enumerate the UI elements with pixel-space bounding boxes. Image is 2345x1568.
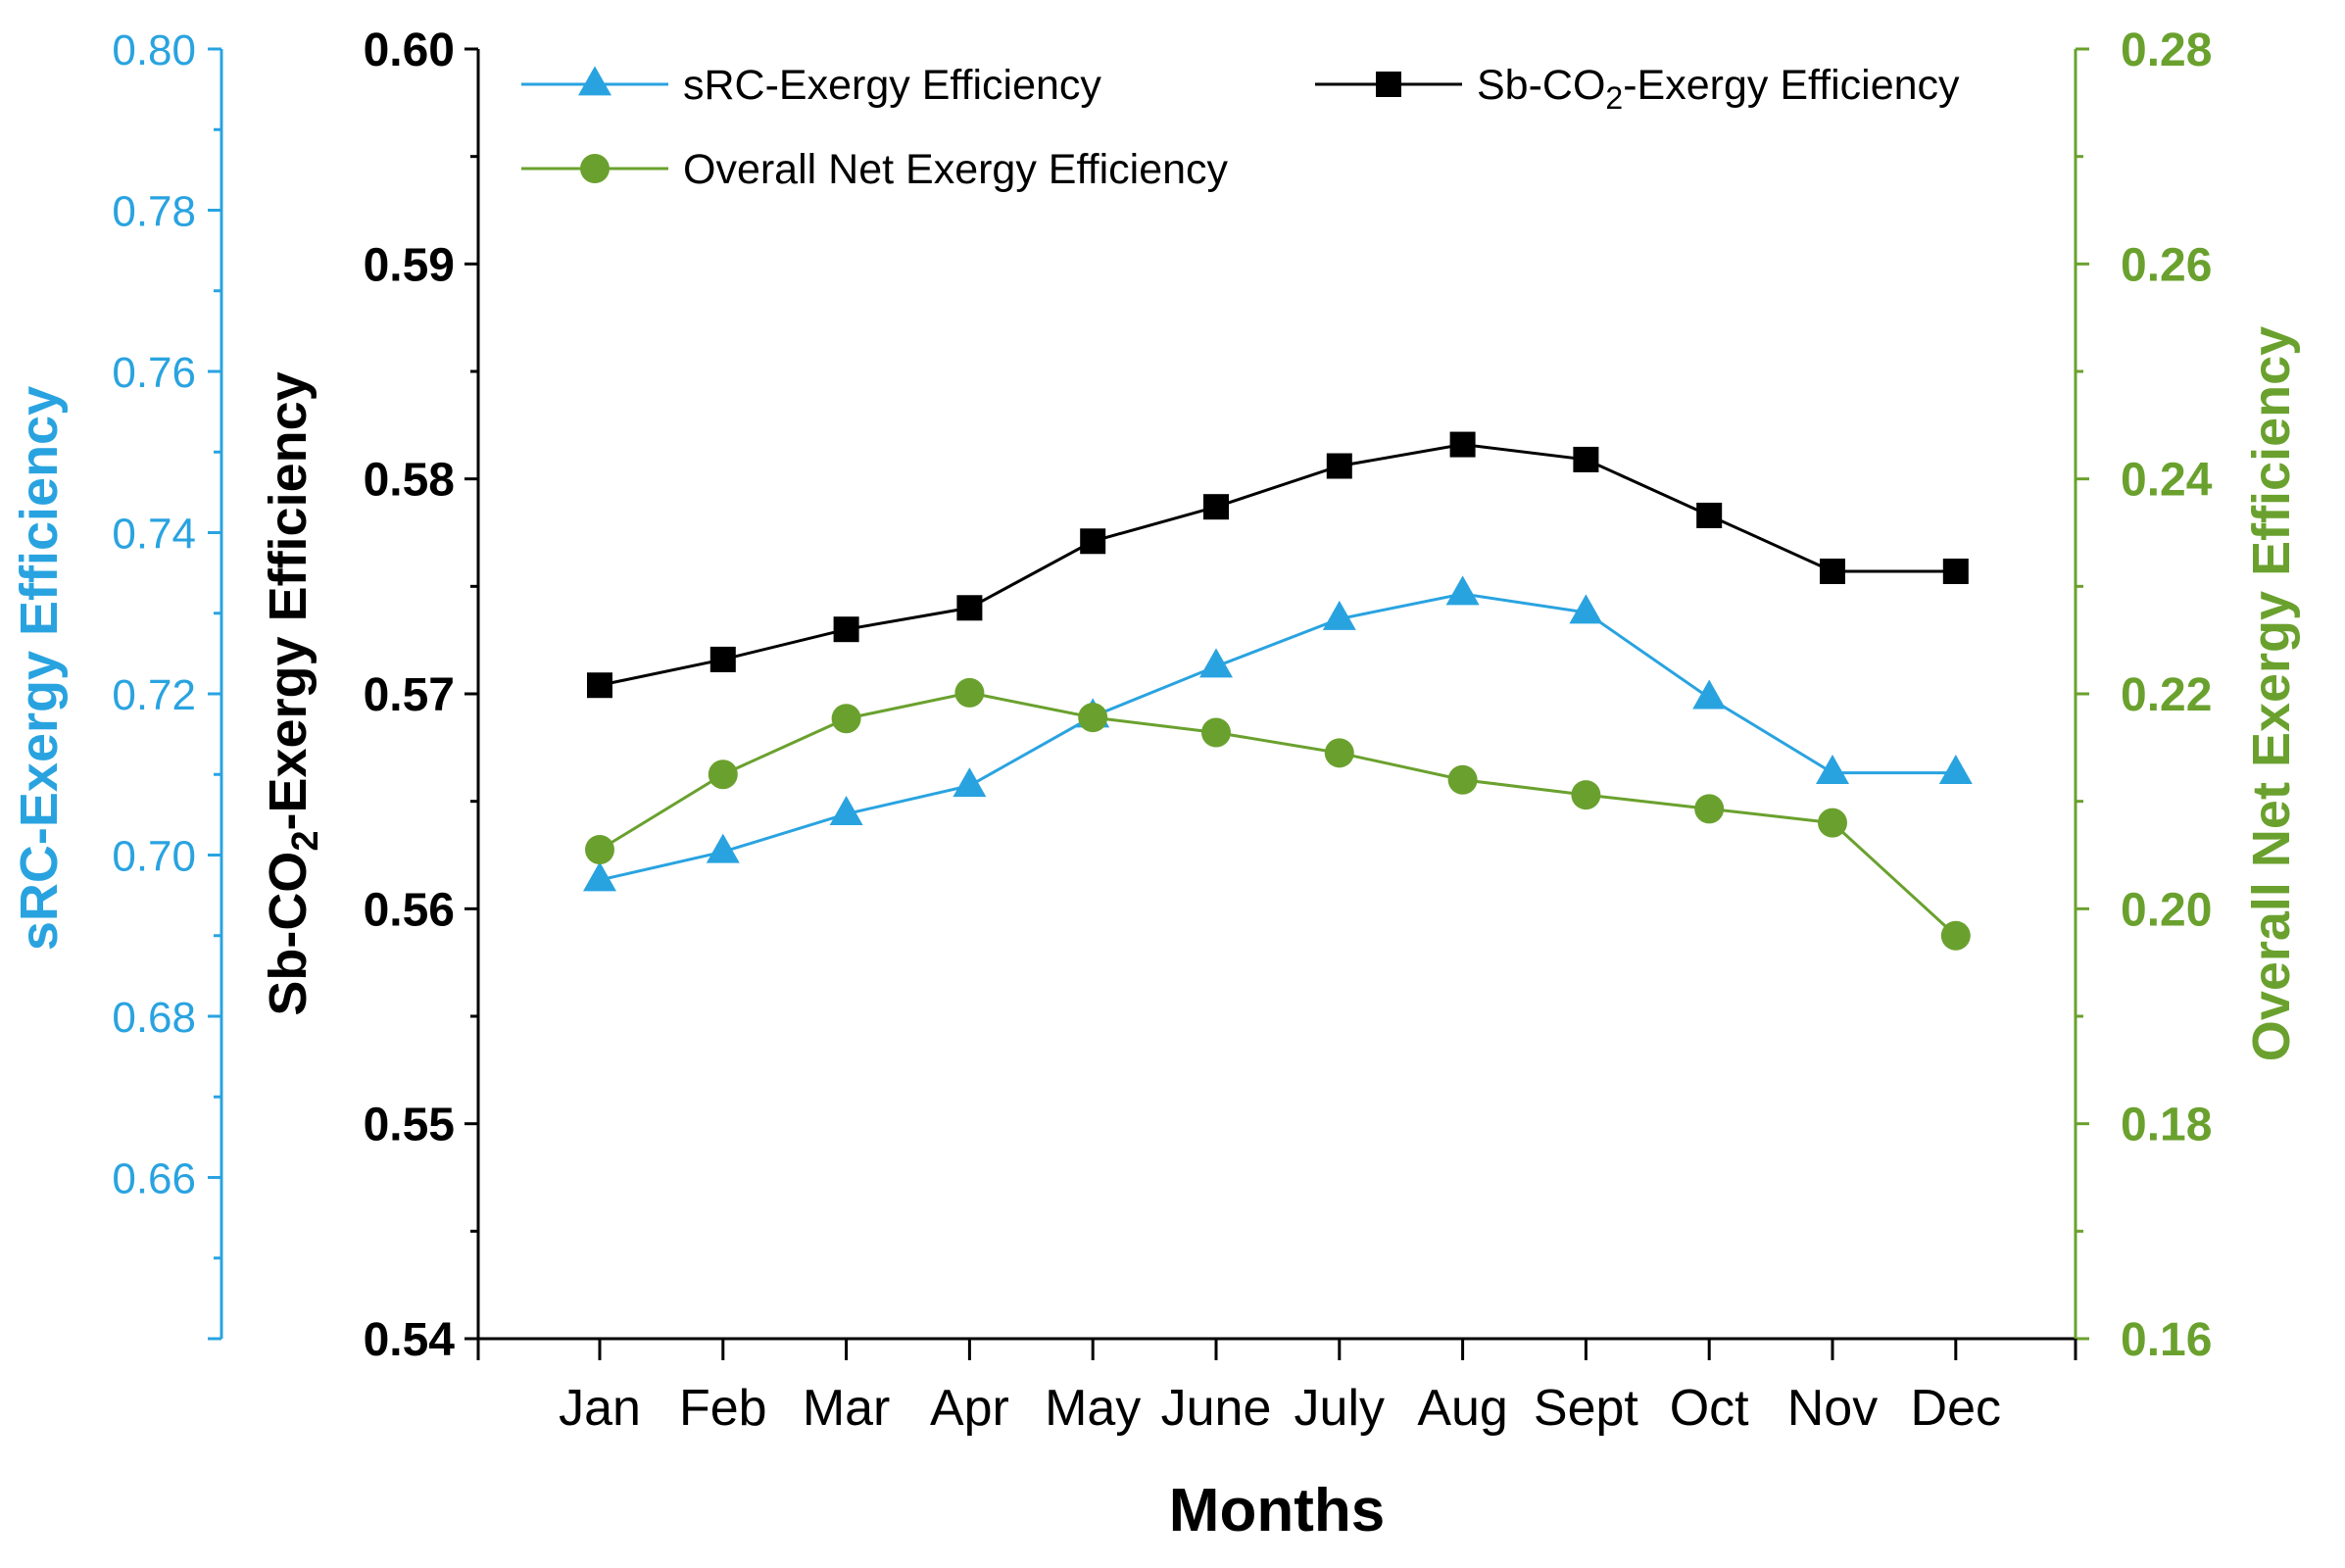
right-tick-label: 0.24 bbox=[2121, 455, 2213, 507]
data-point bbox=[587, 672, 612, 699]
legend-label: sRC-Exergy Efficiency bbox=[683, 62, 1101, 109]
x-tick-label: Aug bbox=[1417, 1380, 1508, 1437]
data-point bbox=[1449, 431, 1476, 458]
series-line bbox=[599, 592, 1956, 882]
legend-marker bbox=[580, 154, 610, 183]
outer-left-tick-label: 0.76 bbox=[112, 349, 196, 397]
data-point bbox=[1078, 703, 1108, 733]
data-point bbox=[1692, 679, 1727, 710]
x-tick-label: Apr bbox=[930, 1380, 1009, 1437]
data-point bbox=[1445, 575, 1480, 606]
data-point bbox=[709, 646, 736, 672]
legend-label: Overall Net Exergy Efficiency bbox=[683, 146, 1229, 193]
data-point bbox=[1696, 502, 1723, 528]
outer-left-tick-label: 0.78 bbox=[112, 188, 196, 236]
data-point bbox=[1942, 558, 1969, 584]
data-point bbox=[1569, 594, 1603, 624]
data-point bbox=[1820, 558, 1845, 584]
data-point bbox=[1203, 494, 1229, 520]
legend-label: Sb-CO2-Exergy Efficiency bbox=[1477, 62, 1960, 116]
outer-left-tick-label: 0.74 bbox=[112, 511, 196, 559]
data-point bbox=[953, 767, 987, 798]
data-point bbox=[1322, 600, 1356, 630]
outer-left-tick-label: 0.66 bbox=[112, 1155, 196, 1203]
outer-left-axis-title: sRC-Exergy Efficiency bbox=[10, 386, 69, 951]
x-tick-label: Nov bbox=[1787, 1380, 1878, 1437]
data-point bbox=[956, 595, 983, 621]
x-tick-label: June bbox=[1161, 1380, 1272, 1437]
x-tick-label: May bbox=[1045, 1380, 1141, 1437]
data-point bbox=[831, 704, 861, 734]
right-tick-label: 0.20 bbox=[2121, 884, 2212, 936]
data-point bbox=[1816, 755, 1849, 785]
inner-left-tick-label: 0.56 bbox=[364, 884, 455, 936]
data-point bbox=[708, 760, 738, 790]
data-point bbox=[1571, 780, 1601, 810]
right-tick-label: 0.16 bbox=[2121, 1314, 2212, 1366]
right-tick-label: 0.28 bbox=[2121, 24, 2212, 76]
data-point bbox=[583, 861, 616, 892]
outer-left-tick-label: 0.70 bbox=[112, 833, 196, 881]
data-point bbox=[1694, 794, 1725, 824]
inner-left-tick-label: 0.59 bbox=[364, 239, 455, 291]
data-point bbox=[1447, 764, 1478, 795]
inner-left-axis-title: Sb-CO2-Exergy Efficiency bbox=[259, 371, 326, 1015]
right-tick-label: 0.22 bbox=[2121, 669, 2212, 721]
x-tick-label: July bbox=[1295, 1380, 1385, 1437]
legend-marker bbox=[1376, 72, 1401, 97]
data-point bbox=[1199, 648, 1233, 678]
data-point bbox=[829, 795, 863, 825]
x-axis-title: Months bbox=[1169, 1477, 1385, 1544]
data-point bbox=[1324, 738, 1354, 768]
data-point bbox=[1080, 528, 1106, 555]
data-point bbox=[1201, 717, 1231, 748]
inner-left-tick-label: 0.54 bbox=[364, 1314, 456, 1366]
x-tick-label: Feb bbox=[679, 1380, 767, 1437]
outer-left-tick-label: 0.72 bbox=[112, 671, 196, 719]
x-tick-label: Dec bbox=[1911, 1380, 2001, 1437]
x-tick-label: Oct bbox=[1670, 1380, 1749, 1437]
series-group bbox=[583, 431, 1973, 951]
inner-left-tick-label: 0.55 bbox=[364, 1100, 455, 1152]
series-0 bbox=[583, 575, 1973, 892]
outer-left-tick-label: 0.68 bbox=[112, 994, 196, 1042]
data-point bbox=[833, 616, 859, 643]
data-point bbox=[706, 833, 740, 863]
legend-item-sbco2: Sb-CO2-Exergy Efficiency bbox=[1315, 62, 1960, 116]
right-tick-label: 0.18 bbox=[2121, 1100, 2212, 1152]
inner-left-tick-label: 0.60 bbox=[364, 24, 455, 76]
data-point bbox=[954, 677, 985, 708]
data-point bbox=[1818, 808, 1847, 838]
outer-left-tick-label: 0.80 bbox=[112, 26, 196, 74]
series-line bbox=[599, 443, 1956, 687]
inner-left-tick-label: 0.57 bbox=[364, 669, 455, 721]
x-tick-label: Mar bbox=[803, 1380, 891, 1437]
data-point bbox=[1938, 755, 1973, 785]
x-tick-label: Jan bbox=[559, 1380, 641, 1437]
legend-marker bbox=[578, 66, 611, 96]
series-2 bbox=[585, 677, 1971, 951]
right-axis-title: Overall Net Exergy Efficiency bbox=[2242, 326, 2301, 1061]
data-point bbox=[1940, 920, 1971, 951]
legend-item-overall: Overall Net Exergy Efficiency bbox=[521, 146, 1229, 193]
inner-left-tick-label: 0.58 bbox=[364, 455, 455, 507]
right-tick-label: 0.26 bbox=[2121, 239, 2212, 291]
x-tick-label: Sept bbox=[1534, 1380, 1639, 1437]
series-line bbox=[599, 691, 1957, 937]
legend: sRC-Exergy Efficiency Sb-CO2-Exergy Effic… bbox=[521, 62, 1960, 193]
legend-item-src: sRC-Exergy Efficiency bbox=[521, 62, 1101, 109]
data-point bbox=[585, 835, 614, 865]
series-1 bbox=[587, 431, 1969, 699]
data-point bbox=[1573, 446, 1599, 472]
axes: 0.54 0.55 0.56 0.57 0.58 0.59 0.60 Sb-CO2-Exerg… bbox=[10, 24, 2301, 1544]
data-point bbox=[1326, 453, 1352, 479]
